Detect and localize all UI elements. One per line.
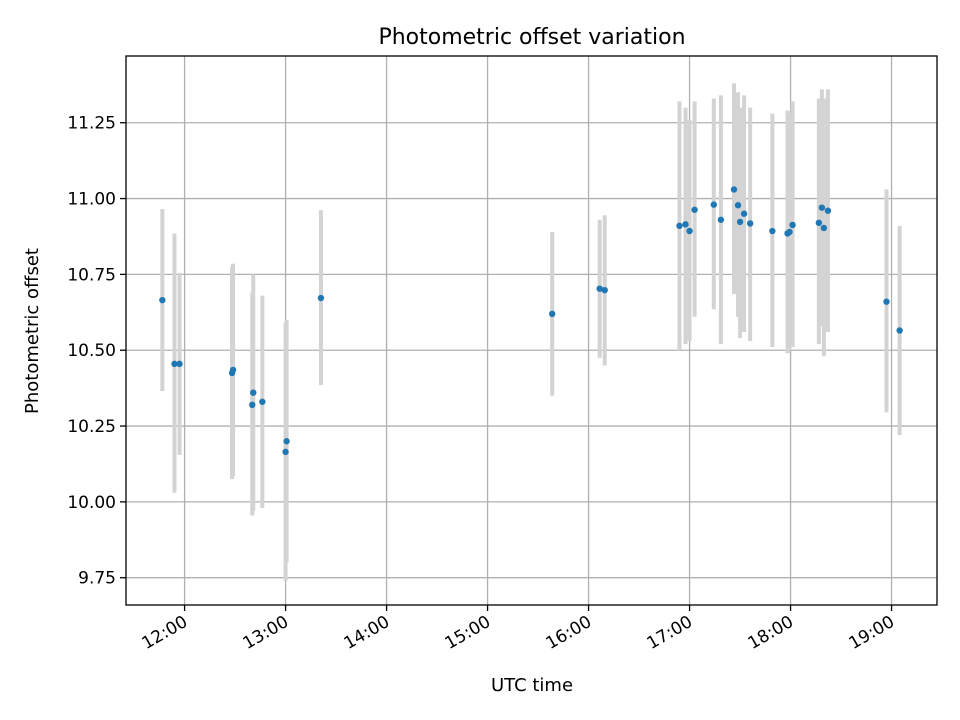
data-point <box>824 207 832 214</box>
data-point <box>769 227 776 235</box>
data-point <box>250 389 257 396</box>
data-point <box>317 294 325 302</box>
x-tick-label: 14:00 <box>341 612 393 654</box>
data-point <box>786 228 793 236</box>
grid <box>126 56 937 605</box>
y-tick-label: 10.50 <box>67 341 116 361</box>
data-point <box>896 327 903 334</box>
data-point <box>549 310 556 318</box>
data-point <box>734 202 742 209</box>
data-point <box>736 218 744 226</box>
y-tick-label: 11.25 <box>67 114 116 134</box>
data-points <box>159 186 903 456</box>
data-point <box>686 227 693 235</box>
x-tick-label: 18:00 <box>745 612 797 654</box>
data-point <box>818 204 826 211</box>
data-point <box>601 286 608 294</box>
data-point <box>682 221 689 228</box>
error-bars <box>160 83 902 581</box>
data-point <box>789 221 796 229</box>
data-point <box>229 366 237 374</box>
data-point <box>746 220 754 227</box>
y-tick-label: 11.00 <box>67 190 116 210</box>
x-tick-label: 19:00 <box>846 612 898 654</box>
y-tick-label: 10.25 <box>67 417 116 437</box>
x-tick-label: 17:00 <box>644 612 696 654</box>
data-point <box>676 222 683 230</box>
data-point <box>249 401 256 409</box>
plot-frame <box>125 55 938 606</box>
data-point <box>171 360 178 368</box>
data-point <box>282 448 289 456</box>
x-tick-label: 15:00 <box>442 612 494 654</box>
y-tick-label: 9.75 <box>78 569 116 589</box>
data-point <box>176 360 183 368</box>
x-axis-label: UTC time <box>491 675 573 696</box>
data-point <box>820 224 828 232</box>
data-point <box>815 219 823 227</box>
data-point <box>691 206 698 213</box>
data-point <box>259 398 266 405</box>
y-tick-label: 10.75 <box>67 265 116 285</box>
data-point <box>159 296 166 304</box>
data-point <box>883 298 890 305</box>
y-axis-label: Photometric offset <box>22 248 43 414</box>
x-tick-label: 12:00 <box>139 612 191 654</box>
x-tick-label: 16:00 <box>543 612 595 654</box>
data-point <box>283 438 290 445</box>
data-point <box>717 216 725 223</box>
x-tick-label: 13:00 <box>240 612 292 654</box>
chart-title: Photometric offset variation <box>378 25 685 50</box>
data-point <box>710 201 717 208</box>
data-point <box>730 186 738 193</box>
y-tick-label: 10.00 <box>67 493 116 513</box>
data-point <box>596 285 603 292</box>
data-point <box>740 210 748 217</box>
